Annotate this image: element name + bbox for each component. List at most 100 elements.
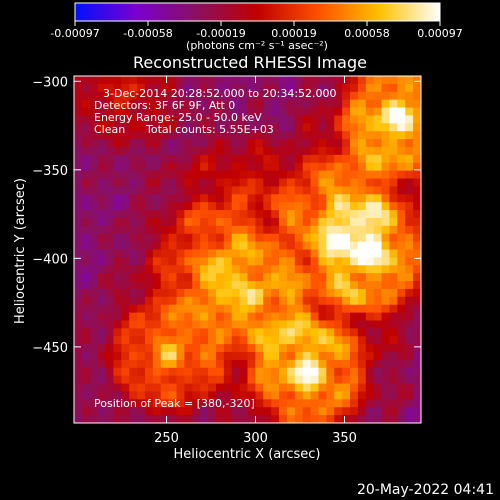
heatmap-cell [81,407,91,416]
heatmap-cell [373,367,383,377]
heatmap-cell [160,375,170,385]
heatmap-cell [176,320,186,329]
heatmap-cell [405,210,414,219]
heatmap-cell [215,383,225,393]
heatmap-cell [208,154,217,164]
heatmap-cell [342,328,351,337]
heatmap-cell [215,170,225,180]
heatmap-cell [144,415,154,423]
heatmap-cell [381,154,391,164]
heatmap-cell [255,131,264,140]
heatmap-cell [89,99,99,109]
heatmap-cell [97,328,107,337]
heatmap-cell [223,123,233,132]
heatmap-cell [247,146,256,156]
heatmap-cell [89,210,99,219]
heatmap-cell [342,146,351,156]
heatmap-cell [208,210,217,219]
heatmap-cell [144,273,154,282]
heatmap-cell [231,359,241,369]
heatmap-cell [286,162,296,172]
heatmap-cell [318,257,327,266]
heatmap-cell [152,170,162,180]
heatmap-cell [389,273,398,282]
colorbar-unit-label: (photons cm⁻² s⁻¹ asec⁻²) [186,39,328,52]
heatmap-cell [160,296,170,306]
heatmap-cell [405,336,414,345]
heatmap-cell [334,320,343,329]
heatmap-cell [302,391,312,400]
heatmap-cell [192,139,201,148]
heatmap-cell [318,312,327,322]
heatmap-cell [168,288,178,298]
heatmap-cell [263,233,272,243]
heatmap-cell [129,288,138,298]
heatmap-cell [168,233,178,243]
heatmap-cell [318,296,327,306]
heatmap-cell [413,273,421,282]
heatmap-cell [350,233,359,243]
heatmap-cell [271,407,280,416]
heatmap-cell [326,91,335,101]
heatmap-cell [239,296,249,306]
heatmap-cell [105,296,115,306]
heatmap-cell [318,107,327,117]
heatmap-cell [81,241,91,251]
heatmap-cell [168,415,178,423]
heatmap-cell [405,273,414,282]
annotation-clean: Clean [94,123,125,136]
heatmap-cell [294,328,304,337]
heatmap-cell [176,233,186,243]
heatmap-cell [271,139,280,148]
heatmap-cell [365,296,375,306]
heatmap-cell [389,383,398,393]
heatmap-cell [326,123,335,132]
heatmap-cell [97,139,107,148]
heatmap-cell [365,83,375,93]
heatmap-cell [129,233,138,243]
heatmap-cell [373,217,383,227]
heatmap-cell [334,352,343,361]
heatmap-cell [294,162,304,172]
heatmap-cell [137,336,146,345]
heatmap-cell [373,249,383,258]
heatmap-cell [239,265,249,274]
heatmap-cell [239,170,249,180]
heatmap-cell [381,359,391,369]
heatmap-cell [97,241,107,251]
heatmap-cell [137,288,146,298]
heatmap-cell [176,375,186,385]
heatmap-cell [152,407,162,416]
heatmap-cell [200,375,209,385]
heatmap-cell [239,328,249,337]
heatmap-cell [334,83,343,93]
heatmap-cell [373,273,383,282]
heatmap-cell [97,217,107,227]
heatmap-cell [192,217,201,227]
heatmap-cell [389,328,398,337]
heatmap-cell [326,383,335,393]
heatmap-cell [160,178,170,188]
heatmap-cell [200,225,209,235]
heatmap-cell [89,304,99,314]
heatmap-cell [247,399,256,408]
heatmap-cell [97,359,107,369]
heatmap-cell [184,288,193,298]
heatmap-cell [231,296,241,306]
heatmap-cell [176,399,186,408]
heatmap-cell [176,99,186,109]
heatmap-cell [137,91,146,101]
heatmap-cell [286,202,296,211]
heatmap-cell [160,399,170,408]
heatmap-cell [168,328,178,337]
heatmap-cell [271,162,280,172]
heatmap-cell [247,415,256,423]
heatmap-cell [357,407,367,416]
heatmap-cell [326,257,335,266]
heatmap-cell [239,83,249,93]
heatmap-cell [144,257,154,266]
heatmap-cell [310,178,320,188]
heatmap-cell [326,312,335,322]
heatmap-cell [200,352,209,361]
